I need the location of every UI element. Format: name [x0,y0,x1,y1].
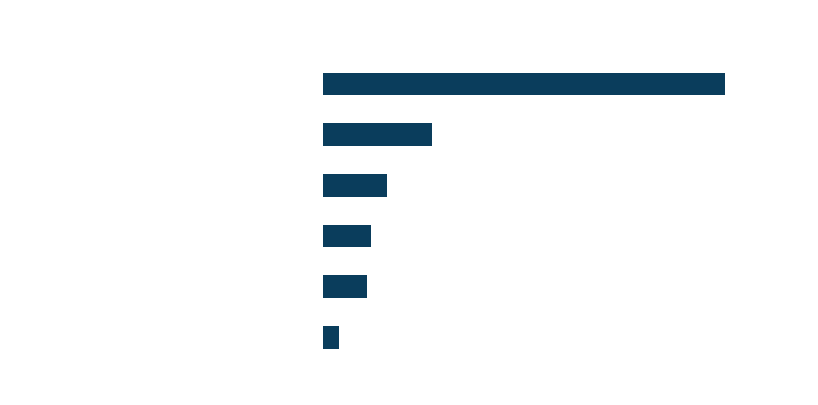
Bar [323,72,725,96]
Bar [323,123,432,146]
Bar [323,275,367,298]
Bar [323,326,339,349]
Bar [323,174,388,197]
Bar [323,224,371,247]
